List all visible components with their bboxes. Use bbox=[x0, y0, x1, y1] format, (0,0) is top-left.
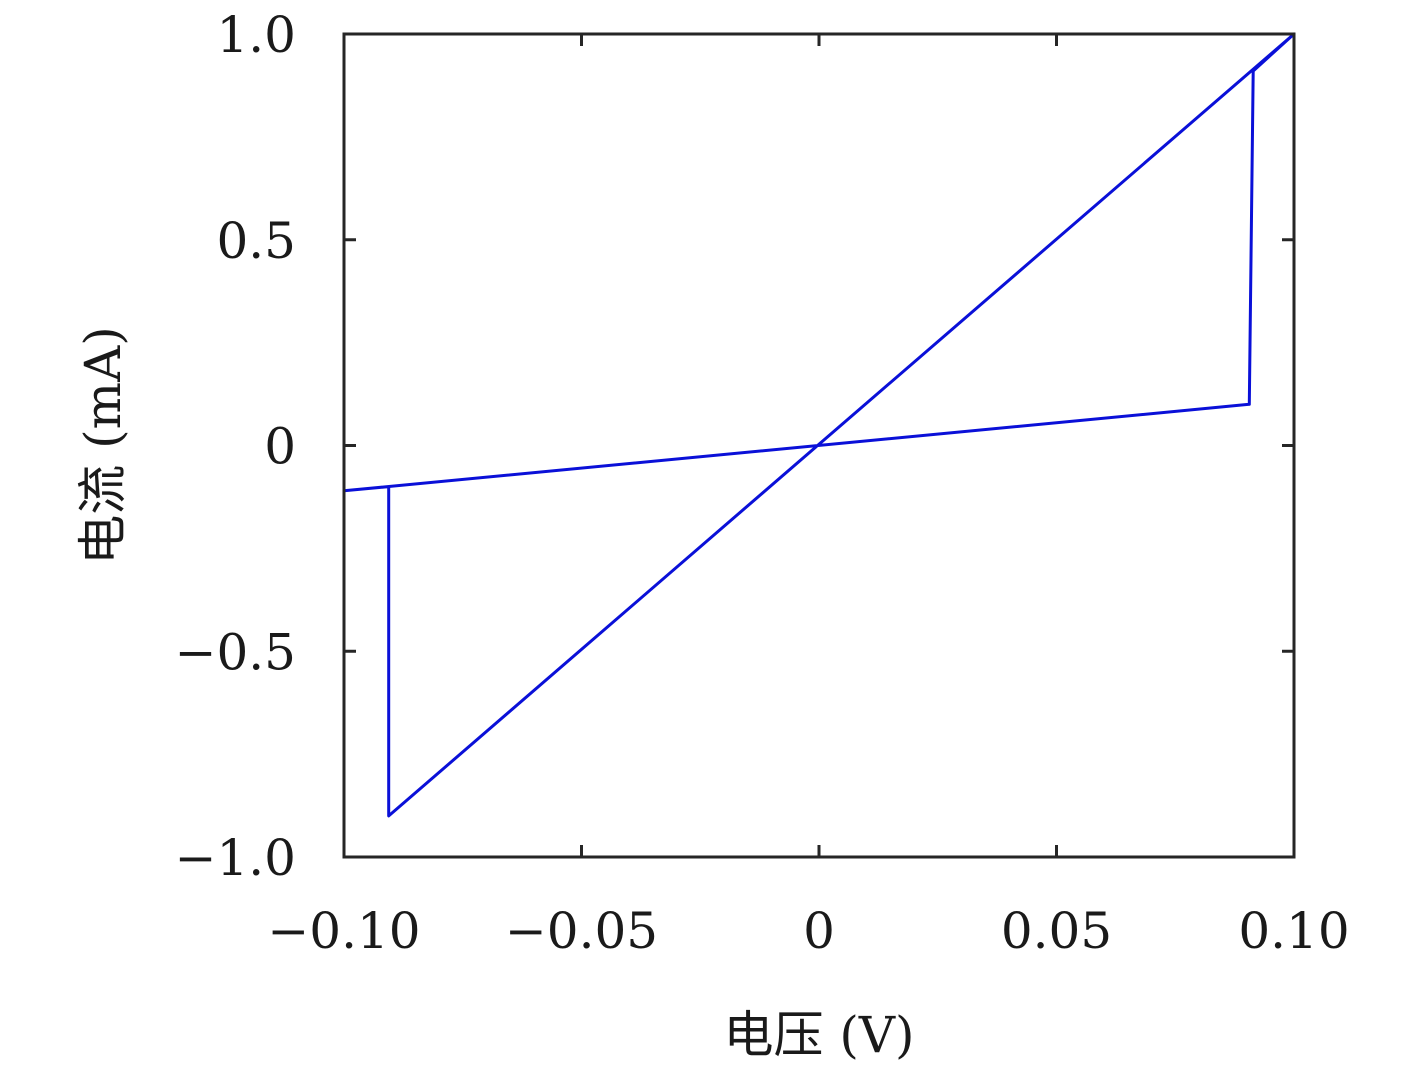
axes-box bbox=[342, 32, 1296, 859]
x-axis-label: 电压 (V) bbox=[723, 1006, 914, 1064]
x-tick-label: 0.05 bbox=[1001, 902, 1112, 960]
tick-labels: −0.10 −0.05 0 0.05 0.10 −1.0 −0.5 0 0.5 1.0 bbox=[175, 6, 1350, 960]
y-tick-label: 0 bbox=[264, 418, 296, 476]
y-tick-label: 1.0 bbox=[216, 6, 296, 64]
x-tick-label: −0.05 bbox=[505, 902, 658, 960]
y-tick-label: −1.0 bbox=[175, 829, 296, 887]
plot-area bbox=[343, 32, 1296, 818]
y-axis-label: 电流 (mA) bbox=[74, 326, 132, 564]
x-tick-label: 0 bbox=[803, 902, 835, 960]
x-tick-label: −0.10 bbox=[267, 902, 420, 960]
x-tick-label: 0.10 bbox=[1238, 902, 1349, 960]
series-line bbox=[343, 32, 1296, 818]
y-tick-label: −0.5 bbox=[175, 623, 296, 681]
y-tick-label: 0.5 bbox=[216, 212, 296, 270]
